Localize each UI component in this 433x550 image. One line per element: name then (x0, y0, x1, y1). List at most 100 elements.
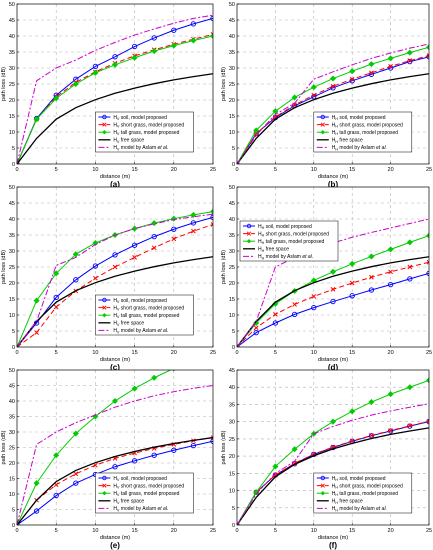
legend-text: model by Aslam (338, 506, 376, 512)
y-tick-label: 35 (229, 402, 235, 408)
x-tick-label: 5 (274, 350, 277, 356)
x-tick-label: 0 (15, 528, 18, 534)
marker-diamond (387, 55, 394, 62)
marker-diamond (368, 61, 375, 68)
legend-h: H (332, 483, 336, 489)
legend-text: free space (338, 138, 363, 144)
legend-subscript: V (117, 323, 120, 327)
marker-diamond (272, 300, 279, 307)
legend-subscript: V (117, 330, 120, 334)
legend-subscript: H (335, 147, 338, 151)
marker-circle (368, 287, 375, 293)
marker-diamond (131, 385, 138, 392)
x-tick-label: 20 (171, 350, 177, 356)
y-tick-label: 20 (9, 461, 15, 467)
marker-diamond (111, 61, 119, 68)
marker-diamond (72, 430, 79, 437)
series-line-aslam (17, 213, 213, 347)
marker-diamond (209, 208, 213, 215)
marker-circle (311, 304, 317, 311)
marker-x (34, 330, 39, 335)
legend-et-al: et al. (376, 506, 387, 512)
marker-circle (112, 464, 118, 470)
legend-text: free space (119, 499, 144, 505)
marker-diamond (406, 384, 413, 391)
legend-text: tall grass, model proposed (119, 130, 179, 136)
y-tick-label: 25 (9, 265, 15, 271)
x-tick-label: 5 (55, 167, 58, 173)
marker-diamond (349, 68, 356, 75)
y-tick-label: 45 (9, 384, 15, 390)
marker-x (311, 92, 317, 98)
panel-caption: (e) (110, 541, 120, 550)
legend-subscript: V (117, 486, 120, 490)
legend-subscript: H (262, 234, 265, 238)
legend-text: short grass, model proposed (338, 122, 403, 128)
marker-diamond (329, 75, 337, 82)
legend-entry-label: HV soil, model proposed (113, 298, 167, 304)
legend-box (95, 294, 194, 336)
legend-text: soil, model proposed (119, 298, 167, 304)
y-tick-label: 25 (9, 82, 15, 88)
y-tick-label: 45 (229, 201, 235, 207)
series-line-aslam (237, 403, 429, 525)
legend-marker-x (320, 122, 325, 127)
legend-subscript: V (117, 147, 120, 151)
y-tick-label: 40 (229, 217, 235, 223)
marker-x (349, 438, 355, 444)
chart-panel: 0 5 10 15 20 25 0 5 10 15 20 25 30 35 40 45 50 distance (… (1, 2, 216, 189)
legend-h: H (113, 298, 117, 304)
marker-diamond (349, 408, 356, 415)
legend-box (239, 220, 339, 262)
legend-subscript: H (335, 501, 338, 505)
y-axis-label: path loss (dB) (221, 67, 227, 101)
marker-circle (387, 281, 394, 288)
legend-h: H (332, 499, 336, 505)
legend-h: H (258, 231, 262, 237)
x-tick-label: 15 (349, 528, 355, 534)
y-tick-label: 30 (229, 420, 235, 426)
series-line-aslam (17, 14, 213, 164)
legend-h: H (113, 313, 117, 319)
legend-text: tall grass, model proposed (338, 130, 398, 136)
legend-h: H (332, 115, 336, 121)
marker-diamond (33, 297, 40, 304)
marker-x (407, 58, 413, 63)
legend-marker-x (246, 231, 252, 236)
legend-entry-label: HH short grass, model proposed (332, 483, 403, 489)
marker-circle (151, 35, 157, 41)
x-tick-label: 5 (55, 528, 58, 534)
y-tick-label: 30 (229, 66, 235, 72)
y-tick-label: 10 (229, 130, 235, 136)
legend-entry-label: HV tall grass, model proposed (113, 491, 179, 497)
legend-subscript: H (335, 508, 338, 512)
legend-entry-label: HH soil, model proposed (332, 476, 386, 482)
marker-x (273, 312, 278, 317)
legend-h: H (113, 122, 117, 128)
marker-circle (33, 508, 40, 514)
marker-diamond (368, 399, 375, 406)
marker-diamond (92, 69, 99, 76)
panel-caption: (a) (110, 180, 120, 189)
panel-caption: (d) (328, 363, 339, 372)
marker-diamond (53, 95, 60, 102)
marker-diamond (170, 42, 177, 49)
x-tick-label: 5 (274, 167, 277, 173)
legend-subscript: H (262, 256, 265, 260)
y-tick-label: 30 (229, 249, 235, 255)
plot-frame (236, 3, 430, 165)
marker-diamond (253, 319, 260, 327)
marker-diamond (72, 251, 79, 258)
legend-h: H (332, 506, 336, 512)
legend-et-al: et al. (158, 506, 169, 512)
y-tick-label: 35 (9, 50, 15, 56)
legend-box (95, 111, 194, 153)
x-tick-label: 0 (15, 167, 18, 173)
x-tick-label: 25 (426, 528, 432, 534)
y-tick-label: 40 (229, 385, 235, 391)
legend-box (313, 472, 413, 514)
legend-text: short grass, model proposed (264, 231, 329, 237)
x-tick-label: 0 (15, 350, 18, 356)
y-tick-label: 20 (229, 281, 235, 287)
